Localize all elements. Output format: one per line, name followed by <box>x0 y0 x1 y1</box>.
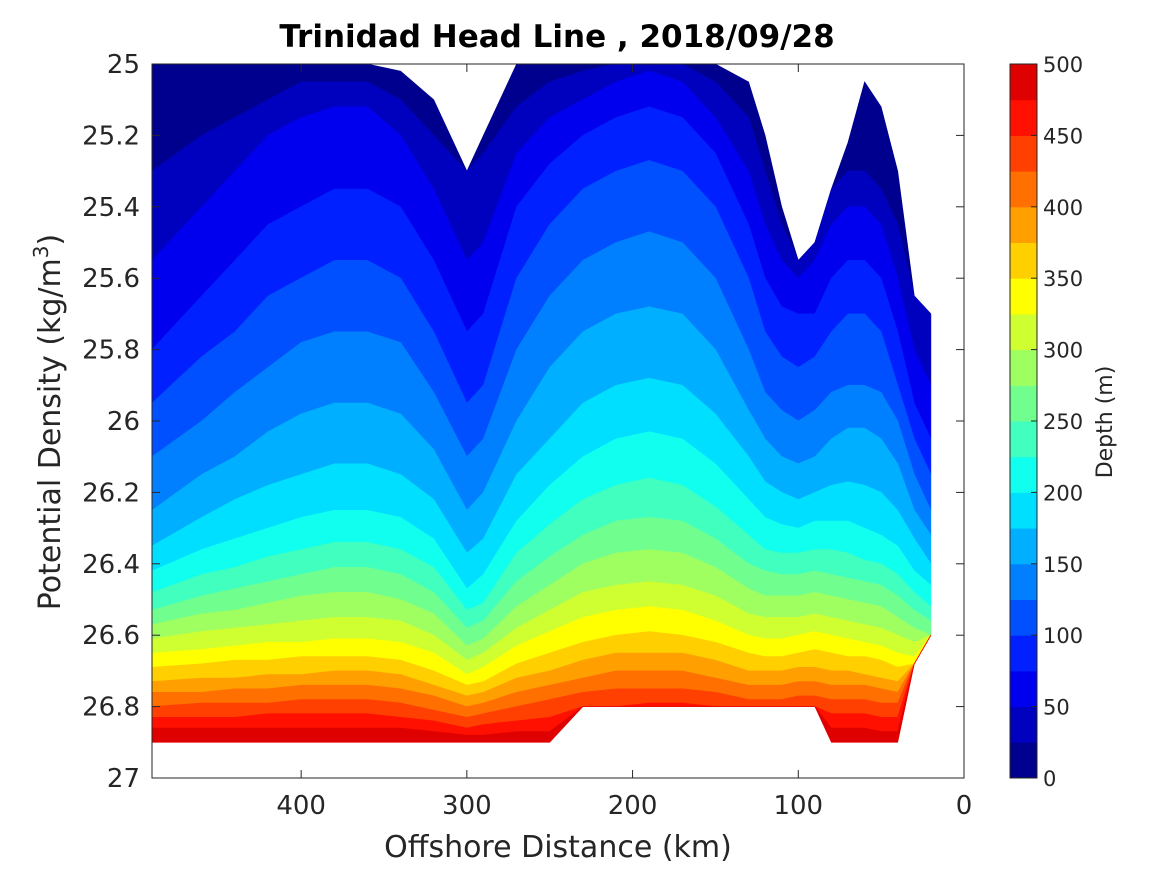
colorbar-swatch <box>1010 64 1037 101</box>
colorbar-swatch <box>1010 171 1037 208</box>
colorbar-swatch <box>1010 635 1037 672</box>
colorbar-swatch <box>1010 456 1037 493</box>
y-tick-label: 26.6 <box>82 621 140 651</box>
y-axis-label-text: Potential Density (kg/m <box>33 258 68 610</box>
colorbar-swatch <box>1010 528 1037 565</box>
colorbar-swatch <box>1010 742 1037 779</box>
colorbar-tick-label: 0 <box>1043 767 1056 791</box>
colorbar-tick-label: 300 <box>1043 339 1083 363</box>
colorbar-swatch <box>1010 242 1037 279</box>
colorbar-swatch <box>1010 599 1037 636</box>
contour-fill-layer <box>152 64 932 743</box>
y-tick-label: 25.4 <box>82 193 140 223</box>
x-tick-label: 100 <box>773 791 823 821</box>
y-tick-label: 25 <box>107 50 140 80</box>
y-tick-label: 26 <box>107 407 140 437</box>
x-tick-label: 400 <box>276 791 326 821</box>
colorbar-swatch <box>1010 421 1037 458</box>
x-tick-label: 300 <box>442 791 492 821</box>
x-tick-label: 200 <box>608 791 658 821</box>
colorbar-tick-label: 150 <box>1043 553 1083 577</box>
y-axis-label: Potential Density (kg/m3) <box>29 234 68 610</box>
y-tick-label: 25.6 <box>82 264 140 294</box>
colorbar-tick-label: 500 <box>1043 53 1083 77</box>
colorbar-swatch <box>1010 706 1037 743</box>
y-tick-label: 27 <box>107 764 140 794</box>
colorbar-swatch <box>1010 670 1037 708</box>
y-tick-label: 26.4 <box>82 550 140 580</box>
colorbar-swatch <box>1010 313 1037 351</box>
y-axis-label-close: ) <box>33 234 68 246</box>
colorbar-tick-label: 400 <box>1043 196 1083 220</box>
colorbar-tick-label: 350 <box>1043 267 1083 291</box>
colorbar-tick-label: 250 <box>1043 410 1083 434</box>
colorbar-swatch <box>1010 349 1037 386</box>
colorbar-swatch <box>1010 135 1037 172</box>
colorbar-tick-label: 100 <box>1043 624 1083 648</box>
colorbar: 0 50 100 150 200 250 300 350 400 450 500 <box>1009 53 1083 791</box>
colorbar-tick-label: 50 <box>1043 696 1070 720</box>
y-axis: 25 25.2 25.4 25.6 25.8 26 26.2 26.4 26.6 26.8 27 <box>82 50 964 794</box>
colorbar-swatch <box>1010 385 1037 422</box>
colorbar-swatch <box>1010 278 1037 315</box>
y-axis-label-superscript: 3 <box>29 245 53 258</box>
colorbar-swatch <box>1010 206 1037 243</box>
contour-band <box>152 635 932 743</box>
colorbar-swatch <box>1010 492 1037 529</box>
y-tick-label: 25.2 <box>82 121 140 151</box>
colorbar-tick-label: 450 <box>1043 124 1083 148</box>
x-axis: 400 300 200 100 0 <box>276 64 972 821</box>
y-tick-label: 25.8 <box>82 336 140 366</box>
y-tick-label: 26.2 <box>82 478 140 508</box>
x-axis-label: Offshore Distance (km) <box>384 830 732 865</box>
colorbar-swatch <box>1010 563 1037 600</box>
colorbar-label: Depth (m) <box>1093 366 1118 479</box>
chart-title: Trinidad Head Line , 2018/09/28 <box>279 19 834 55</box>
x-tick-label: 0 <box>956 791 973 821</box>
colorbar-tick-label: 200 <box>1043 481 1083 505</box>
colorbar-swatch <box>1010 99 1037 136</box>
y-tick-label: 26.8 <box>82 693 140 723</box>
